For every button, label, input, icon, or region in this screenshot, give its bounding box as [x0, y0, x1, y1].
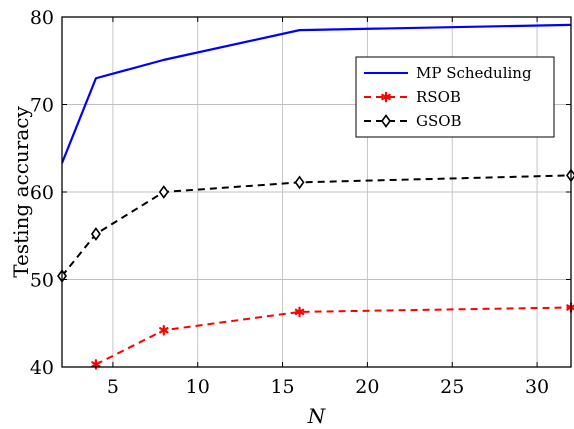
axis-ticks: 5 10 15 20 25 30 40 50 60 70 80	[30, 7, 571, 398]
series-line	[62, 174, 571, 277]
legend: MP Scheduling RSOB GSOB	[355, 56, 555, 138]
series-mp-scheduling	[62, 23, 571, 164]
y-tick-label: 40	[30, 357, 54, 379]
x-tick-label: 15	[270, 376, 294, 398]
data-point	[159, 324, 169, 336]
series-line	[95, 306, 571, 366]
series-rsob	[91, 302, 574, 370]
y-axis-label: Testing accuracy	[9, 106, 33, 278]
series-gsob	[57, 168, 574, 283]
legend-label: RSOB	[416, 88, 461, 106]
legend-label: MP Scheduling	[416, 64, 532, 82]
y-tick-label: 80	[30, 7, 54, 29]
series-line	[62, 23, 571, 164]
data-point	[158, 185, 169, 199]
x-tick-label: 10	[186, 376, 210, 398]
x-tick-label: 30	[525, 376, 549, 398]
y-tick-label: 50	[30, 270, 54, 292]
x-tick-label: 25	[440, 376, 464, 398]
legend-marker	[381, 91, 391, 103]
data-point	[294, 175, 305, 190]
y-tick-label: 60	[30, 182, 54, 204]
legend-marker	[381, 114, 391, 128]
x-tick-label: 5	[107, 376, 119, 398]
x-tick-label: 20	[355, 376, 379, 398]
y-tick-label: 70	[30, 95, 54, 117]
legend-label: GSOB	[416, 112, 462, 130]
x-axis-label: N	[307, 404, 327, 428]
data-point	[294, 306, 305, 318]
data-point	[90, 227, 101, 241]
